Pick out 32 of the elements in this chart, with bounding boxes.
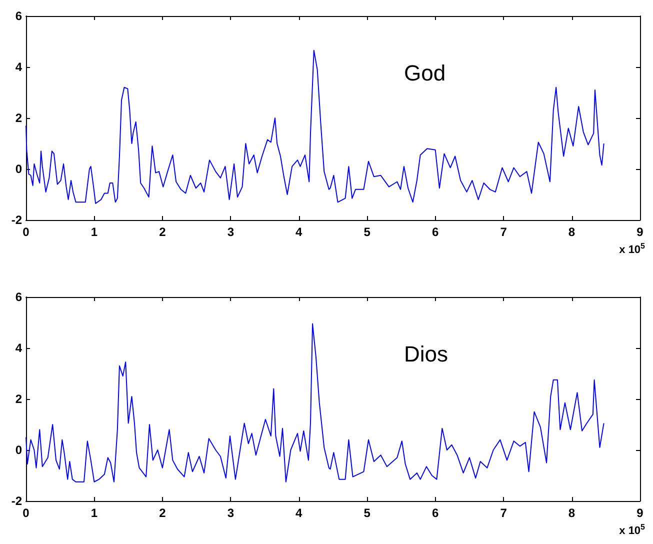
y-tick-label: 6 bbox=[15, 290, 22, 304]
annotation: God bbox=[404, 60, 446, 86]
x-tick-label: 9 bbox=[636, 225, 644, 239]
y-tick-label: 6 bbox=[15, 9, 22, 23]
x-tick-label: 5 bbox=[364, 225, 371, 239]
x-tick-label: 5 bbox=[364, 506, 371, 520]
line-series bbox=[26, 323, 604, 482]
x-tick-label: 8 bbox=[568, 506, 576, 520]
x-tick-label: 7 bbox=[500, 225, 508, 239]
x-tick-label: 3 bbox=[227, 506, 234, 520]
annotation: Dios bbox=[404, 342, 448, 366]
x-tick-label: 4 bbox=[296, 225, 303, 239]
x-tick-label: 6 bbox=[432, 506, 439, 520]
y-tick-label: 4 bbox=[15, 341, 22, 355]
y-tick-label: 4 bbox=[15, 60, 22, 74]
x-tick-label: 8 bbox=[568, 225, 576, 239]
x-tick-label: 1 bbox=[90, 506, 98, 520]
y-tick-label: 0 bbox=[15, 443, 22, 457]
x-tick-label: 7 bbox=[500, 506, 508, 520]
y-tick-label: 2 bbox=[15, 111, 22, 125]
x-tick-label: 1 bbox=[90, 225, 98, 239]
x-tick-label: 2 bbox=[159, 506, 166, 520]
x-tick-label: 6 bbox=[432, 225, 439, 239]
x-tick-label: 4 bbox=[296, 506, 303, 520]
y-tick-label: 0 bbox=[15, 162, 22, 176]
y-tick-label: -2 bbox=[11, 213, 22, 227]
x-tick-label: 9 bbox=[636, 506, 644, 520]
y-tick-label: -2 bbox=[11, 494, 22, 508]
y-tick-label: 2 bbox=[15, 392, 22, 406]
line-series bbox=[26, 50, 604, 204]
x-tick-label: 3 bbox=[227, 225, 234, 239]
x-tick-label: 2 bbox=[159, 225, 166, 239]
